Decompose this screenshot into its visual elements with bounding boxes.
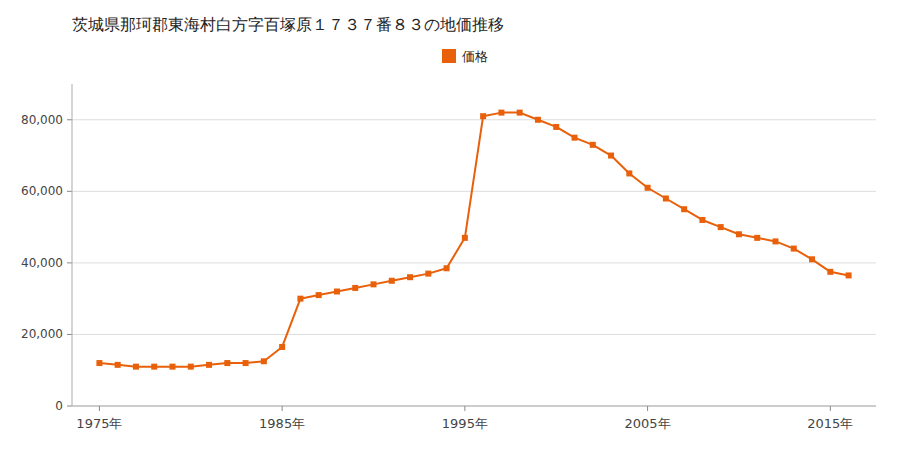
marker (608, 153, 614, 159)
marker (791, 246, 797, 252)
plot-data (96, 110, 851, 370)
y-axis-line (72, 84, 73, 406)
marker (407, 274, 413, 280)
marker (151, 364, 157, 370)
x-tick-label: 2005年 (625, 416, 671, 431)
marker (115, 362, 121, 368)
marker (535, 117, 541, 123)
legend-label: 価格 (462, 49, 488, 64)
x-axis-line (72, 406, 876, 407)
marker (334, 289, 340, 295)
x-tick-label: 1975年 (76, 416, 122, 431)
x-tick (830, 406, 831, 411)
chart: 茨城県那珂郡東海村白方字百塚原１７３７番８３の地価推移 0 20,000 40,000… (0, 0, 900, 450)
marker (846, 272, 852, 278)
grid-line (72, 119, 876, 120)
y-tick-label: 60,000 (21, 184, 63, 198)
y-tick (67, 334, 72, 335)
y-tick (67, 262, 72, 263)
grid-line (72, 262, 876, 263)
marker (96, 360, 102, 366)
marker (517, 110, 523, 116)
marker (371, 281, 377, 287)
y-tick-label: 20,000 (21, 327, 63, 341)
marker (188, 364, 194, 370)
marker (462, 235, 468, 241)
y-tick (67, 191, 72, 192)
marker (626, 170, 632, 176)
marker (754, 235, 760, 241)
marker (316, 292, 322, 298)
x-tick (647, 406, 648, 411)
x-tick-label: 1995年 (442, 416, 488, 431)
marker (243, 360, 249, 366)
line (99, 113, 848, 367)
marker (736, 231, 742, 237)
marker (480, 113, 486, 119)
marker (699, 217, 705, 223)
y-grid (72, 120, 876, 406)
marker (663, 195, 669, 201)
marker (425, 271, 431, 277)
marker (389, 278, 395, 284)
marker (590, 142, 596, 148)
x-axis: 1975年 1985年 1995年 2005年 2015年 (72, 406, 876, 431)
marker (498, 110, 504, 116)
marker (206, 362, 212, 368)
marker (718, 224, 724, 230)
marker (133, 364, 139, 370)
x-tick (464, 406, 465, 411)
y-tick (67, 406, 72, 407)
x-tick (282, 406, 283, 411)
marker (553, 124, 559, 130)
marker (352, 285, 358, 291)
y-axis: 0 20,000 40,000 60,000 80,000 (21, 84, 72, 413)
y-tick-label: 80,000 (21, 113, 63, 127)
marker (572, 135, 578, 141)
marker (224, 360, 230, 366)
marker (773, 238, 779, 244)
marker (827, 269, 833, 275)
legend: 価格 (442, 49, 488, 64)
grid-line (72, 406, 876, 407)
y-tick-label: 0 (55, 399, 63, 413)
y-tick-label: 40,000 (21, 256, 63, 270)
marker (279, 344, 285, 350)
marker (170, 364, 176, 370)
marker (261, 358, 267, 364)
marker (645, 185, 651, 191)
legend-swatch (442, 49, 456, 63)
y-tick (67, 119, 72, 120)
x-tick (99, 406, 100, 411)
x-tick-label: 2015年 (807, 416, 853, 431)
marker (297, 296, 303, 302)
title: 茨城県那珂郡東海村白方字百塚原１７３７番８３の地価推移 (72, 15, 504, 34)
grid-line (72, 191, 876, 192)
grid-line (72, 334, 876, 335)
marker (444, 265, 450, 271)
marker (681, 206, 687, 212)
x-tick-label: 1985年 (259, 416, 305, 431)
marker (809, 256, 815, 262)
